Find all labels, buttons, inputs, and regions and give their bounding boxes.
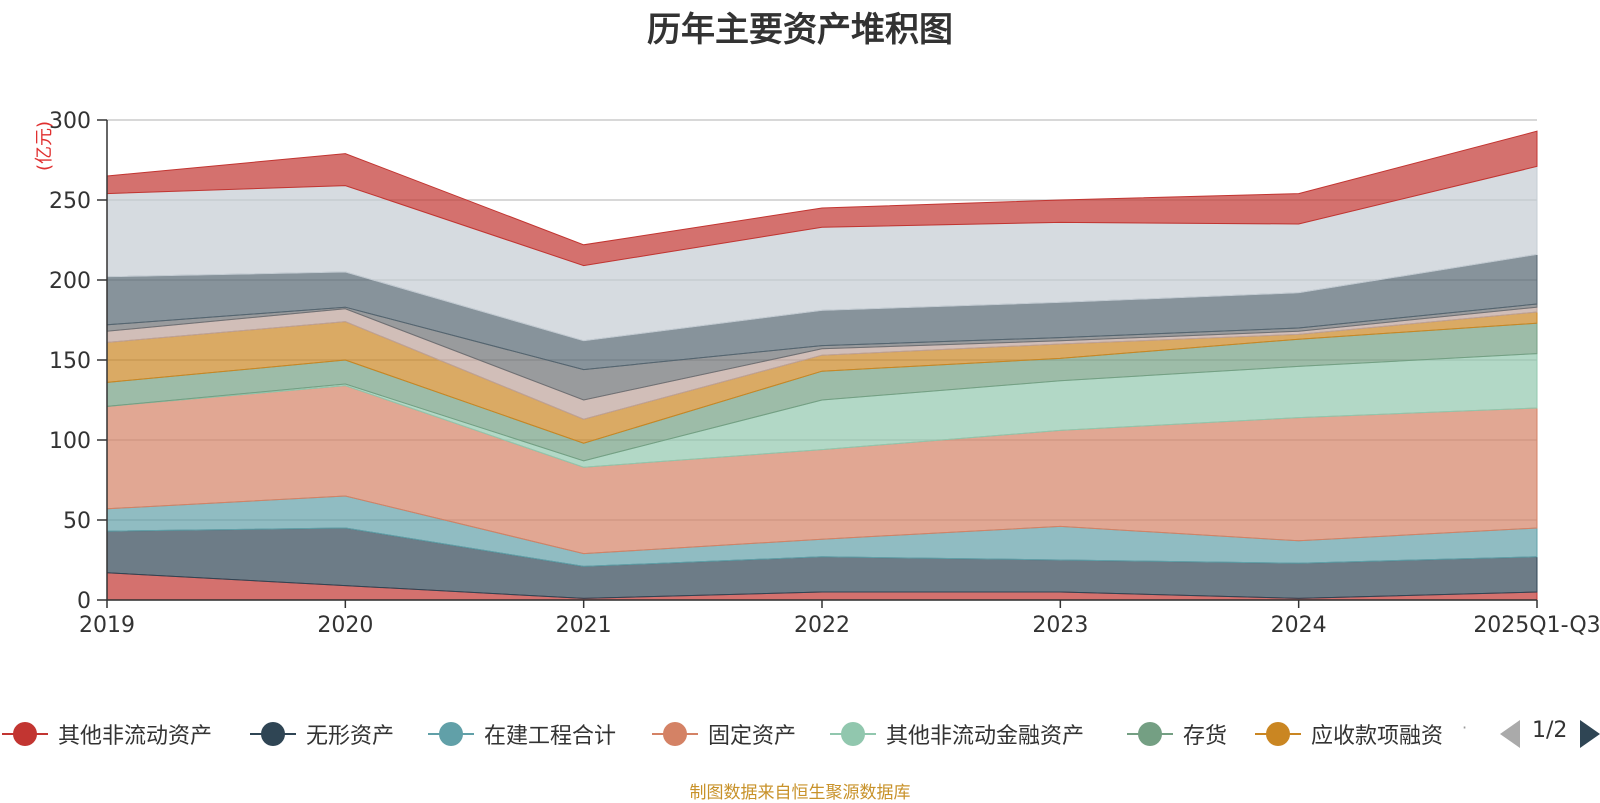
- legend-label: 在建工程合计: [484, 724, 617, 749]
- area-layer: [106, 130, 1538, 601]
- source-note: 制图数据来自恒生聚源数据库: [689, 783, 911, 803]
- axis-layer: 0 50 100 150 200 250 300 2019 2020 2021 2022 2023 20…: [49, 109, 1600, 638]
- y-tick-label: 100: [49, 429, 91, 454]
- x-tick-label: 2020: [317, 613, 373, 638]
- legend-item[interactable]: 在建工程合计: [426, 712, 616, 756]
- x-tick-label: 2021: [556, 613, 612, 638]
- legend-item[interactable]: 无形资产: [248, 712, 394, 756]
- y-tick-label: 300: [49, 109, 91, 134]
- legend: · 1/2 其他非流动资产 无形资产 在建工程合计 固定资产 其他非流动金融资产 存货 应收…: [0, 712, 1600, 756]
- legend-page-indicator: 1/2: [1532, 718, 1568, 743]
- legend-marker-icon: [426, 712, 476, 756]
- legend-item[interactable]: 存货: [1125, 712, 1227, 756]
- x-tick-label: 2022: [794, 613, 850, 638]
- legend-item[interactable]: 应收款项融资: [1253, 712, 1443, 756]
- legend-label: 存货: [1183, 724, 1228, 749]
- legend-label: 其他非流动金融资产: [886, 724, 1085, 749]
- legend-ellipsis: ·: [1462, 718, 1468, 737]
- legend-marker-icon: [1253, 712, 1303, 756]
- y-tick-label: 250: [49, 189, 91, 214]
- legend-marker-icon: [828, 712, 878, 756]
- area-series[interactable]: [106, 130, 1538, 267]
- x-tick-label: 2023: [1032, 613, 1088, 638]
- plot-area: 0 50 100 150 200 250 300 2019 2020 2021 2022 2023 20…: [34, 109, 1600, 638]
- legend-label: 应收款项融资: [1311, 724, 1444, 749]
- legend-marker-icon: [248, 712, 298, 756]
- legend-item[interactable]: 其他非流动资产: [0, 712, 212, 756]
- legend-label: 其他非流动资产: [58, 724, 213, 749]
- chart-title: 历年主要资产堆积图: [647, 10, 953, 50]
- legend-marker-icon: [0, 712, 50, 756]
- y-tick-label: 50: [63, 509, 91, 534]
- legend-marker-icon: [650, 712, 700, 756]
- x-tick-label: 2024: [1271, 613, 1327, 638]
- legend-next-page-button[interactable]: [1580, 720, 1600, 748]
- x-tick-label: 2019: [79, 613, 135, 638]
- legend-label: 固定资产: [708, 724, 797, 749]
- legend-marker-icon: [1125, 712, 1175, 756]
- legend-prev-page-button[interactable]: [1500, 720, 1520, 748]
- y-axis-unit-label: (亿元): [34, 121, 55, 171]
- legend-item[interactable]: 固定资产: [650, 712, 796, 756]
- x-tick-label: 2025Q1-Q3: [1473, 613, 1600, 638]
- y-tick-label: 200: [49, 269, 91, 294]
- legend-label: 无形资产: [306, 724, 395, 749]
- legend-item[interactable]: 其他非流动金融资产: [828, 712, 1084, 756]
- y-tick-label: 150: [49, 349, 91, 374]
- y-tick-label: 0: [77, 589, 91, 614]
